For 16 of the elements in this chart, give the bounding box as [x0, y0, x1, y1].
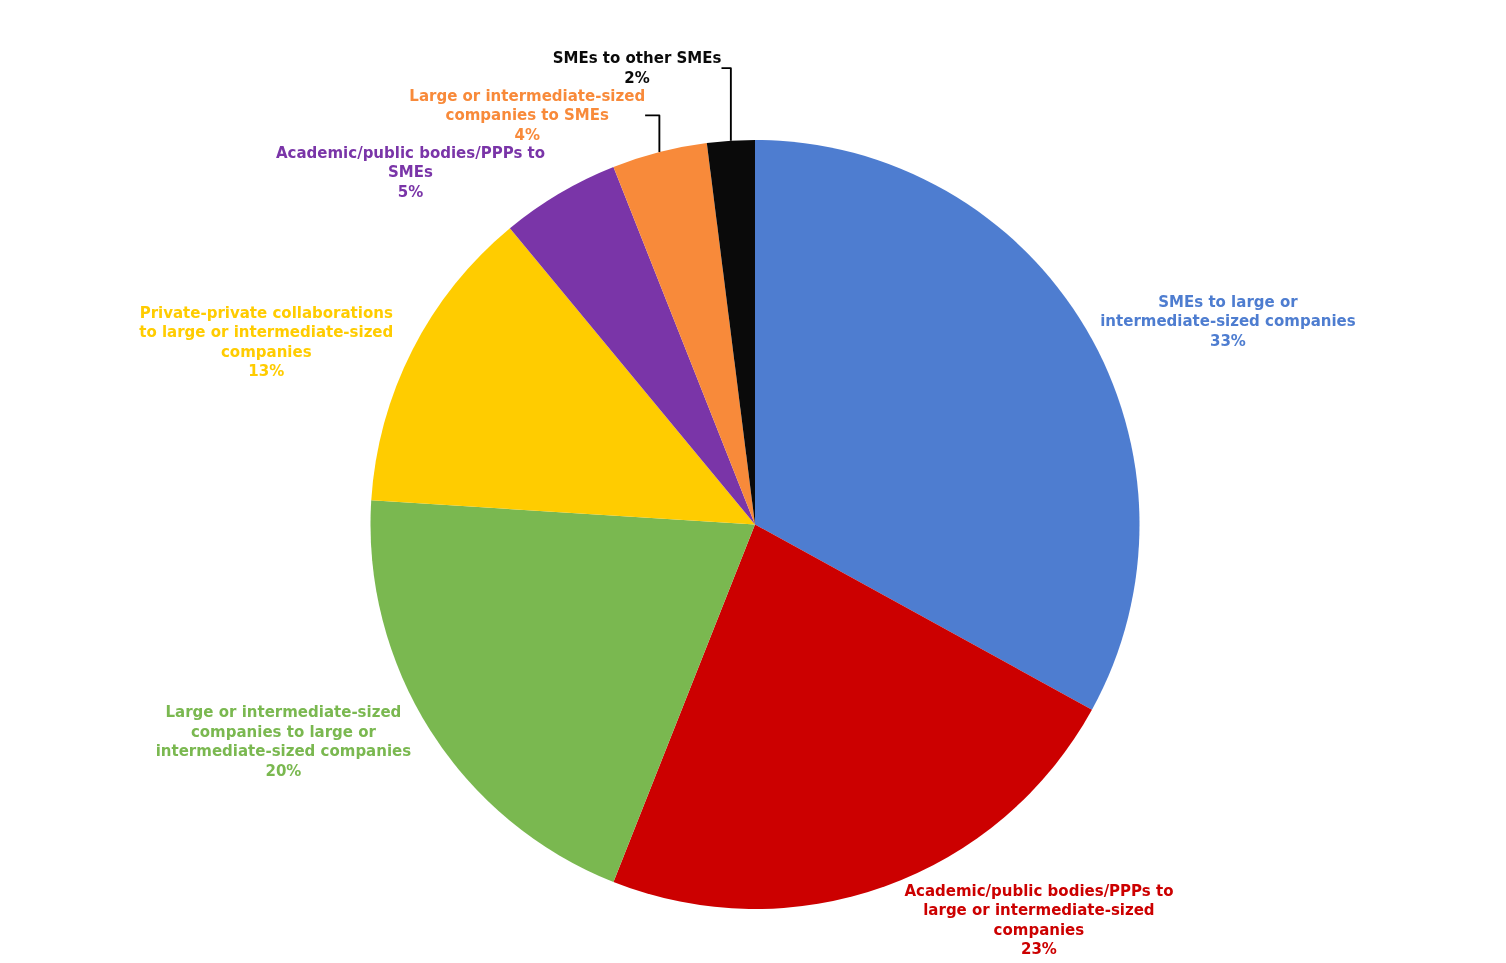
- slice-label: SMEs to large or intermediate-sized companies: [1100, 292, 1356, 331]
- slice-label: Large or intermediate-sized companies to SMEs: [409, 86, 646, 125]
- slice-label: Academic/public bodies/PPPs to large or intermediate-sized companies: [904, 881, 1174, 939]
- data-label: 13%: [248, 362, 285, 381]
- data-label: 33%: [1209, 331, 1246, 350]
- slice-label: Private-private collaborations to large or intermediate-sized companies: [139, 303, 394, 361]
- data-label: 4%: [514, 125, 540, 144]
- pie-slice: [509, 167, 755, 525]
- slice-label: Academic/public bodies/PPPs to SMEs: [275, 143, 546, 182]
- data-label: 23%: [1020, 940, 1057, 959]
- slice-label: Large or intermediate-sized companies to large or intermediate-sized companies: [155, 703, 412, 761]
- slice-label: SMEs to other SMEs: [552, 49, 722, 68]
- pie-slice: [613, 143, 755, 525]
- data-label: 5%: [397, 182, 424, 201]
- data-label: 20%: [265, 761, 302, 780]
- data-label: 2%: [624, 68, 650, 87]
